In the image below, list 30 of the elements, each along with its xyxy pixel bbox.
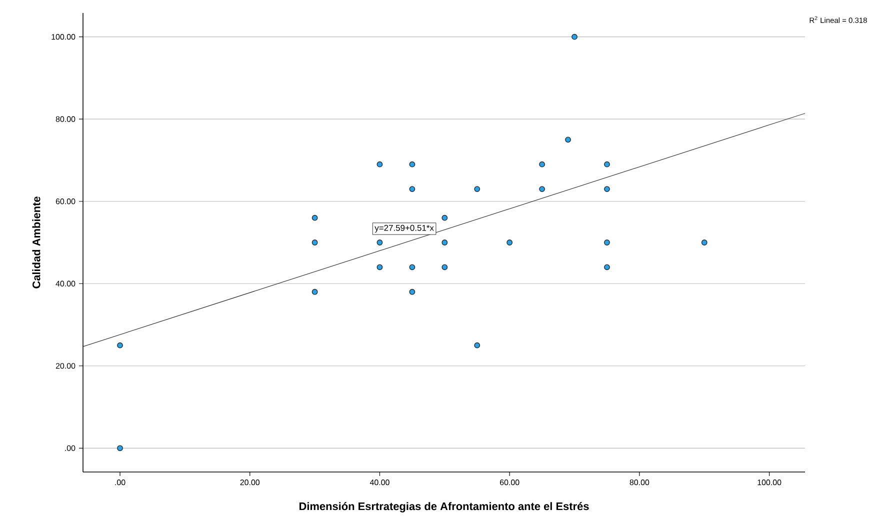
point: [474, 186, 480, 192]
point: [572, 34, 578, 40]
point: [117, 445, 123, 452]
point: [701, 240, 708, 246]
point: [312, 240, 318, 246]
x-axis-title: Dimensión Esrtrategias de Afrontamiento ante el Estrés: [299, 502, 589, 512]
point: [409, 186, 416, 192]
point: [565, 136, 571, 143]
point: [506, 240, 513, 246]
point: [117, 342, 123, 348]
point: [376, 161, 383, 168]
point: [604, 240, 610, 246]
point: [604, 264, 610, 270]
point: [409, 288, 416, 295]
point: [442, 240, 448, 246]
point: [539, 161, 545, 168]
point: [409, 161, 416, 168]
point: [376, 264, 383, 270]
point: [409, 264, 416, 270]
point: [539, 186, 545, 192]
y-axis-title: Calidad Ambiente: [32, 196, 40, 288]
point: [604, 161, 610, 168]
point: [312, 288, 318, 295]
point: [442, 264, 448, 270]
point: [376, 240, 383, 246]
point: [312, 214, 318, 221]
point: [474, 342, 480, 348]
point: [442, 214, 448, 221]
annotation: y=27.59+0.51*x: [374, 224, 434, 233]
point: [604, 186, 610, 192]
